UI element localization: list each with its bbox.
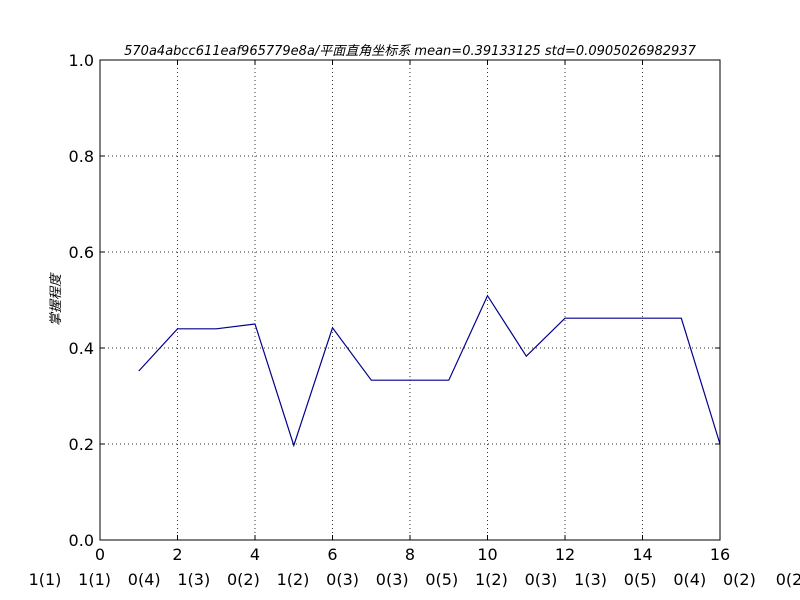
category-label: 0(5) [624, 570, 657, 589]
category-label: 0(4) [128, 570, 161, 589]
x-tick-label: 12 [555, 545, 575, 564]
grid [100, 60, 720, 540]
series-line [138, 294, 721, 448]
x-tick-label: 2 [172, 545, 182, 564]
category-label: 0(2) [723, 570, 756, 589]
y-tick-label: 0.6 [69, 243, 94, 262]
category-label: 1(2) [475, 570, 508, 589]
category-label: 0(3) [376, 570, 409, 589]
x-tick-label: 0 [95, 545, 105, 564]
x-tick-label: 4 [250, 545, 260, 564]
axis-ticks: 0 2 4 6 8 10 12 14 16 0.0 0.2 0.4 0.6 0.8 1.0 [69, 51, 731, 564]
y-tick-label: 1.0 [69, 51, 94, 70]
category-labels: 1(1) 1(1) 0(4) 1(3) 0(2) 1(2) 0(3) 0(3) 0(5) 1(2)… [29, 570, 800, 589]
category-label: 0(3) [326, 570, 359, 589]
category-label: 0(2 [776, 570, 800, 589]
y-tick-label: 0.0 [69, 531, 94, 550]
x-tick-label: 8 [405, 545, 415, 564]
category-label: 1(1) [78, 570, 111, 589]
y-axis-label: 掌握程度 [49, 272, 64, 326]
category-label: 0(2) [227, 570, 260, 589]
chart-title: 570a4abcc611eaf965779e8a/平面直角坐标系 mean=0.… [124, 44, 696, 59]
category-label: 1(3) [574, 570, 607, 589]
category-label: 1(2) [277, 570, 310, 589]
x-tick-label: 6 [327, 545, 337, 564]
x-tick-label: 14 [632, 545, 652, 564]
category-label: 0(5) [425, 570, 458, 589]
y-tick-label: 0.8 [69, 147, 94, 166]
y-tick-label: 0.2 [69, 435, 94, 454]
x-tick-label: 16 [710, 545, 730, 564]
category-label: 0(3) [525, 570, 558, 589]
x-tick-label: 10 [477, 545, 497, 564]
y-tick-label: 0.4 [69, 339, 94, 358]
series-layer [138, 294, 721, 448]
category-label: 1(1) [29, 570, 62, 589]
category-label: 1(3) [177, 570, 210, 589]
category-label: 0(4) [673, 570, 706, 589]
